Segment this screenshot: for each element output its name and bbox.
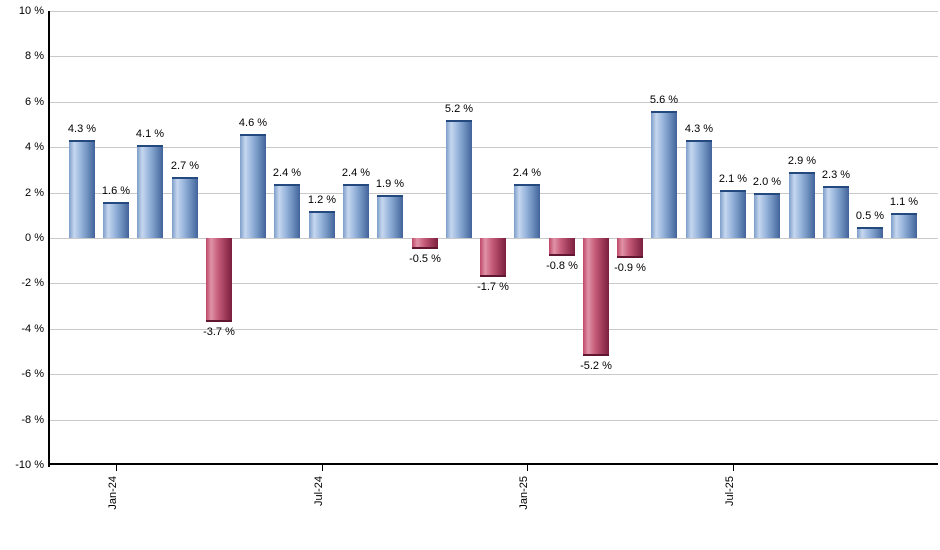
y-tick-label: 2 %: [25, 187, 44, 199]
bar-value-label: 2.4 %: [341, 167, 371, 179]
bar-value-label: 1.6 %: [101, 185, 131, 197]
gridline-2: [50, 193, 938, 194]
gridline-8: [50, 56, 938, 57]
y-tick-label: 8 %: [25, 50, 44, 62]
bar-Nov-24: [446, 120, 472, 238]
bar-value-label: 2.9 %: [787, 155, 817, 167]
bar-value-label: -3.7 %: [203, 326, 235, 338]
x-tick-mark: [733, 465, 734, 471]
bar-value-label: 4.3 %: [684, 123, 714, 135]
x-tick-label: Jan-25: [518, 476, 530, 510]
bar-value-label: 1.2 %: [307, 194, 337, 206]
bar-value-label: -0.9 %: [614, 262, 646, 274]
x-tick-mark: [527, 465, 528, 471]
y-tick-label: -10 %: [15, 459, 44, 471]
y-tick-label: -6 %: [21, 368, 44, 380]
bar-Feb-25: [549, 238, 575, 256]
bar-Oct-24: [412, 238, 438, 249]
gridline--4: [50, 329, 938, 330]
gridline-6: [50, 102, 938, 103]
bar-Sep-24: [377, 195, 403, 238]
bar-value-label: 2.3 %: [821, 169, 851, 181]
bar-value-label: 4.1 %: [135, 128, 165, 140]
bar-Mar-24: [172, 177, 198, 238]
bar-Oct-25: [823, 186, 849, 238]
bar-Jan-24: [103, 202, 129, 238]
bar-value-label: 0.5 %: [855, 210, 885, 222]
bar-value-label: -5.2 %: [580, 360, 612, 372]
y-tick-label: 0 %: [25, 232, 44, 244]
y-tick-label: 10 %: [18, 5, 44, 17]
bar-value-label: -1.7 %: [477, 281, 509, 293]
bar-value-label: -0.8 %: [546, 260, 578, 272]
bar-value-label: 5.6 %: [649, 94, 679, 106]
bar-value-label: 4.6 %: [238, 117, 268, 129]
bar-Mar-25: [583, 238, 609, 356]
y-axis-line: [48, 11, 50, 467]
bar-value-label: -0.5 %: [409, 253, 441, 265]
bar-Aug-25: [754, 193, 780, 238]
bar-Dec-24: [480, 238, 506, 277]
bar-May-25: [651, 111, 677, 238]
bar-value-label: 2.4 %: [512, 167, 542, 179]
x-axis-line: [48, 463, 938, 465]
y-tick-label: -4 %: [21, 323, 44, 335]
bar-Sep-25: [789, 172, 815, 238]
bar-value-label: 5.2 %: [444, 103, 474, 115]
x-tick-label: Jul-25: [724, 476, 736, 506]
bar-value-label: 1.9 %: [375, 178, 405, 190]
bar-Jan-25: [514, 184, 540, 238]
bar-Aug-24: [343, 184, 369, 238]
bar-Dec-23: [69, 140, 95, 238]
bar-Jul-24: [309, 211, 335, 238]
bar-Jun-24: [274, 184, 300, 238]
bar-May-24: [240, 134, 266, 238]
bar-Jun-25: [686, 140, 712, 238]
bar-Nov-25: [857, 227, 883, 238]
y-tick-label: -8 %: [21, 414, 44, 426]
bar-value-label: 2.4 %: [272, 167, 302, 179]
bar-Jul-25: [720, 190, 746, 238]
x-tick-mark: [322, 465, 323, 471]
bar-value-label: 4.3 %: [67, 123, 97, 135]
bar-value-label: 2.0 %: [752, 176, 782, 188]
gridline-4: [50, 147, 938, 148]
y-tick-label: -2 %: [21, 277, 44, 289]
gridline--6: [50, 374, 938, 375]
bar-value-label: 1.1 %: [889, 196, 919, 208]
bar-Feb-24: [137, 145, 163, 238]
y-tick-label: 4 %: [25, 141, 44, 153]
bar-value-label: 2.1 %: [718, 173, 748, 185]
gridline--8: [50, 420, 938, 421]
y-tick-label: 6 %: [25, 96, 44, 108]
gridline--2: [50, 283, 938, 284]
x-tick-label: Jan-24: [107, 476, 119, 510]
x-tick-mark: [116, 465, 117, 471]
bar-Dec-25: [891, 213, 917, 238]
x-tick-label: Jul-24: [313, 476, 325, 506]
bar-Apr-24: [206, 238, 232, 322]
gridline-10: [50, 11, 938, 12]
bar-Apr-25: [617, 238, 643, 258]
bar-value-label: 2.7 %: [170, 160, 200, 172]
